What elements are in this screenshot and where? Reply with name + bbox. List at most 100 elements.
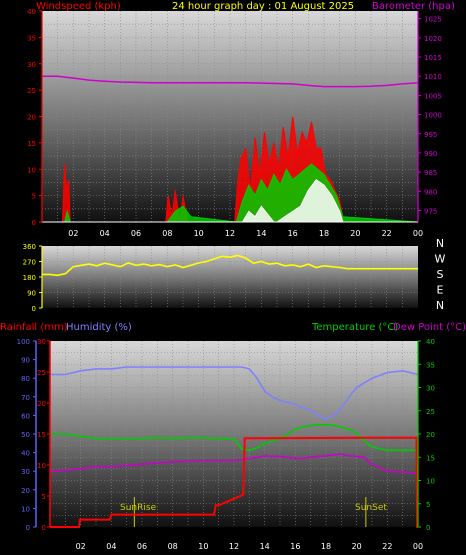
temperature-tick-label: 10 <box>426 478 435 486</box>
humidity-tick-label: 60 <box>21 412 30 420</box>
hour-tick-label: 18 <box>319 229 329 238</box>
hour-tick-label: 08 <box>162 229 172 238</box>
rainfall-tick-label: 15 <box>37 431 46 439</box>
barometer-tick-label: 1015 <box>424 54 442 62</box>
humidity-tick-label: 0 <box>26 524 30 532</box>
rain-series <box>50 436 419 528</box>
humidity-tick-label: 50 <box>21 431 30 439</box>
windspeed-tick-label: 5 <box>32 193 36 201</box>
temperature-tick-label: 25 <box>426 408 435 416</box>
windspeed-tick-label: 25 <box>27 87 36 95</box>
barometer-tick-label: 985 <box>424 169 437 177</box>
hour-tick-label: 18 <box>321 542 331 551</box>
hour-tick-label: 02 <box>76 542 86 551</box>
hour-tick-label: 10 <box>194 229 204 238</box>
barometer-tick-label: 1005 <box>424 92 442 100</box>
hour-tick-label: 06 <box>131 229 141 238</box>
wind-panel-grid <box>42 11 418 222</box>
compass-label: S <box>437 268 444 281</box>
barometer-tick-label: 1020 <box>424 35 442 43</box>
barometer-tick-label: 1025 <box>424 16 442 24</box>
temperature-series <box>50 423 418 452</box>
rainfall-tick-label: 5 <box>42 493 46 501</box>
temperature-tick-label: 40 <box>426 338 435 346</box>
barometer-axis-label: Barometer (hpa) <box>372 1 455 12</box>
hour-tick-label: 20 <box>352 542 362 551</box>
compass-label: E <box>437 284 444 297</box>
direction-tick-label: 0 <box>32 305 36 313</box>
hour-tick-label: 12 <box>225 229 235 238</box>
compass-label: N <box>436 237 444 250</box>
hour-tick-label: 04 <box>100 229 110 238</box>
wind-panel-axes: 0510152025303540975980985990995100010051… <box>27 8 442 238</box>
chart-title: 24 hour graph day : 01 August 2025 <box>172 1 354 12</box>
barometer-tick-label: 1000 <box>424 112 442 120</box>
humidity-tick-label: 90 <box>21 357 30 365</box>
direction-tick-label: 360 <box>23 243 36 251</box>
direction-panel-grid <box>42 246 418 308</box>
windspeed-tick-label: 10 <box>27 166 36 174</box>
windspeed-tick-label: 15 <box>27 140 36 148</box>
humidity-series <box>50 366 419 420</box>
hour-tick-label: 16 <box>290 542 300 551</box>
dewpoint-series <box>49 453 419 475</box>
barometer-tick-label: 990 <box>424 150 437 158</box>
temp-panel-axes: 0102030405060708090100051015202530051015… <box>17 338 435 551</box>
barometer-tick-label: 980 <box>424 188 437 196</box>
humidity-tick-label: 70 <box>21 394 30 402</box>
hour-tick-label: 12 <box>229 542 239 551</box>
hour-tick-label: 06 <box>137 542 147 551</box>
compass-label: N <box>436 299 444 312</box>
temperature-tick-label: 0 <box>426 524 430 532</box>
low-series <box>42 179 418 223</box>
direction-tick-label: 90 <box>27 290 36 298</box>
windspeed-tick-label: 0 <box>32 219 36 227</box>
barometer-series <box>42 75 419 88</box>
wind-panel-series <box>42 75 419 223</box>
windspeed-axis-label: Windspeed (kph) <box>36 1 121 12</box>
hour-tick-label: 00 <box>413 542 423 551</box>
humidity-tick-label: 100 <box>17 338 30 346</box>
temperature-tick-label: 20 <box>426 431 435 439</box>
sun-markers <box>133 497 367 527</box>
hour-tick-label: 20 <box>350 229 360 238</box>
humidity-tick-label: 80 <box>21 375 30 383</box>
compass-label: W <box>435 253 446 266</box>
temperature-tick-label: 35 <box>426 361 435 369</box>
windspeed-tick-label: 35 <box>27 34 36 42</box>
rainfall-axis-label: Rainfall (mm) <box>0 322 68 333</box>
humidity-axis-label: Humidity (%) <box>66 322 132 333</box>
humidity-tick-label: 30 <box>21 468 30 476</box>
hour-tick-label: 22 <box>382 229 392 238</box>
rainfall-tick-label: 20 <box>37 400 46 408</box>
barometer-tick-label: 995 <box>424 131 437 139</box>
hour-tick-label: 02 <box>68 229 78 238</box>
direction-tick-label: 180 <box>23 274 36 282</box>
humidity-tick-label: 20 <box>21 487 30 495</box>
sunrise-label: SunRise <box>120 503 157 513</box>
hour-tick-label: 16 <box>288 229 298 238</box>
direction-series <box>42 254 418 277</box>
dewpoint-axis-label: Dew Point (°C) <box>393 322 466 333</box>
temperature-axis-label: Temperature (°C) <box>311 322 398 333</box>
hour-tick-label: 04 <box>106 542 116 551</box>
windspeed-tick-label: 40 <box>27 8 36 16</box>
temperature-tick-label: 5 <box>426 501 430 509</box>
temperature-tick-label: 30 <box>426 385 435 393</box>
hour-tick-label: 08 <box>168 542 178 551</box>
hour-tick-label: 10 <box>198 542 208 551</box>
barometer-tick-label: 975 <box>424 207 437 215</box>
barometer-tick-label: 1010 <box>424 73 442 81</box>
humidity-tick-label: 40 <box>21 450 30 458</box>
rainfall-tick-label: 25 <box>37 369 46 377</box>
temp-panel-series <box>49 366 419 528</box>
hour-tick-label: 14 <box>260 542 270 551</box>
direction-panel-series <box>42 254 418 277</box>
humidity-tick-label: 10 <box>21 505 30 513</box>
sunset-label: SunSet <box>355 503 387 513</box>
windspeed-tick-label: 20 <box>27 114 36 122</box>
rainfall-tick-label: 10 <box>37 462 46 470</box>
rainfall-tick-label: 30 <box>37 338 46 346</box>
